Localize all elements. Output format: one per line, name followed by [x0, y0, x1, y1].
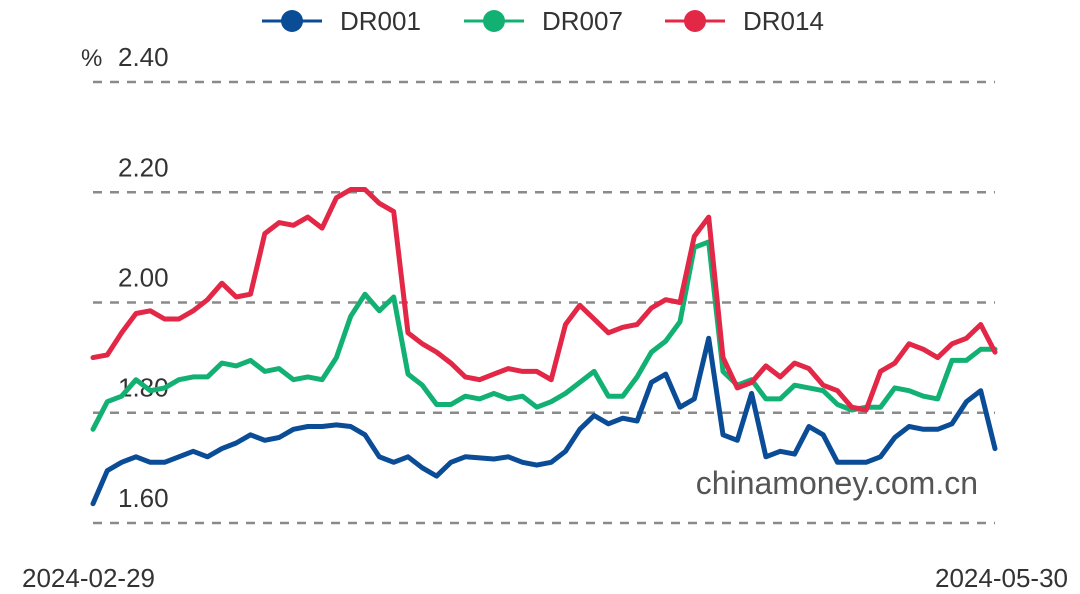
y-tick-label-2.40: 2.40 [118, 42, 169, 72]
series-line-dr014 [90, 187, 998, 413]
chart-legend: DR001 DR007 DR014 [262, 6, 824, 36]
y-tick-label-2.00: 2.00 [118, 263, 169, 293]
legend-marker-dr001 [281, 10, 303, 32]
legend-item-dr014: DR014 [665, 6, 824, 36]
legend-label-dr014: DR014 [743, 6, 824, 36]
x-axis-tick-label-start: 2024-02-29 [22, 563, 155, 593]
y-axis-tick-labels: 1.601.802.002.202.40 [118, 42, 169, 513]
legend-marker-dr007 [483, 10, 505, 32]
legend-label-dr007: DR007 [542, 6, 623, 36]
legend-marker-dr014 [684, 10, 706, 32]
x-axis-tick-label-end: 2024-05-30 [935, 563, 1068, 593]
y-axis-unit-label: % [81, 45, 102, 72]
y-tick-label-2.20: 2.20 [118, 152, 169, 182]
gridlines [93, 80, 995, 525]
legend-item-dr007: DR007 [464, 6, 623, 36]
series-line-dr007 [90, 239, 998, 432]
y-tick-label-1.60: 1.60 [118, 483, 169, 513]
legend-label-dr001: DR001 [340, 6, 421, 36]
watermark-text: chinamoney.com.cn [696, 465, 978, 501]
series-lines [90, 187, 998, 507]
legend-item-dr001: DR001 [262, 6, 421, 36]
series-line-dr001 [90, 335, 998, 507]
